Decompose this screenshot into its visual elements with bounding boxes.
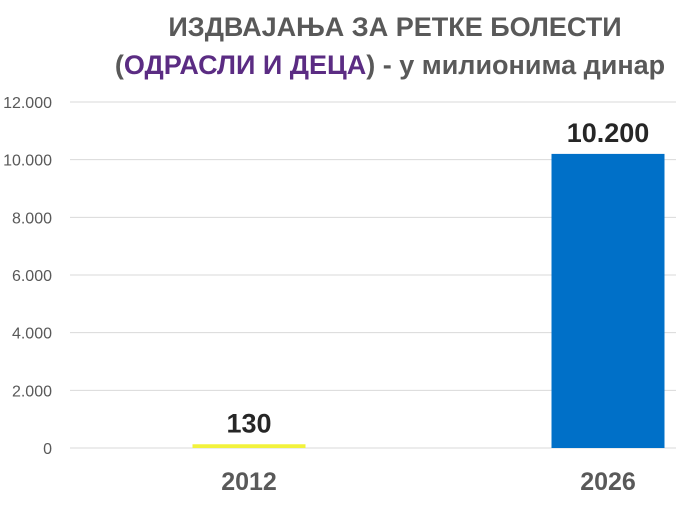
y-tick-label: 10.000: [3, 153, 52, 170]
y-tick-label: 12.000: [3, 95, 52, 112]
y-tick-label: 4.000: [12, 326, 52, 343]
subtitle-accent: ОДРАСЛИ И ДЕЦА: [123, 50, 367, 80]
chart-title-line1: ИЗДВАЈАЊА ЗА РЕТКЕ БОЛЕСТИ: [0, 12, 676, 43]
data-label-2026: 10.200: [567, 118, 650, 148]
x-category-label-2026: 2026: [580, 468, 636, 496]
chart-subtitle: (ОДРАСЛИ И ДЕЦА) - у милионима динар: [0, 50, 676, 81]
data-label-2012: 130: [226, 408, 271, 438]
y-tick-label: 2.000: [12, 383, 52, 400]
data-labels: 130 10.200: [226, 118, 649, 438]
y-axis-ticks: 0 2.000 4.000 6.000 8.000 10.000 12.000: [3, 95, 52, 458]
y-tick-label: 6.000: [12, 268, 52, 285]
bars: [192, 153, 665, 448]
subtitle-rest: ) - у милионима динар: [366, 50, 666, 80]
y-tick-label: 8.000: [12, 210, 52, 227]
y-tick-label: 0: [43, 441, 52, 458]
bar-2012: [192, 444, 306, 448]
x-category-label-2012: 2012: [221, 468, 277, 496]
chart-title-text: ИЗДВАЈАЊА ЗА РЕТКЕ БОЛЕСТИ: [168, 12, 622, 42]
x-axis-categories: 2012 2026: [221, 468, 636, 496]
bar-2026: [551, 153, 665, 448]
subtitle-open-paren: (: [114, 50, 124, 80]
